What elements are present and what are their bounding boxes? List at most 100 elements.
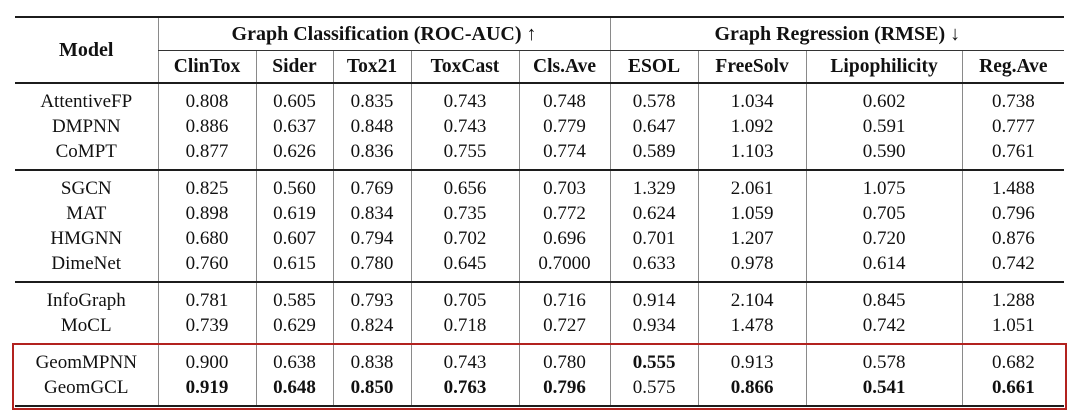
column-header-clintox: ClinTox (157, 50, 256, 84)
row-group: AttentiveFP 0.808 0.605 0.835 0.743 0.748 0.57… (15, 83, 1065, 170)
value-cell: 0.637 (255, 114, 333, 139)
value-cell: 0.682 (961, 344, 1065, 375)
table-wrapper: Model Graph Classification (ROC-AUC) ↑ G… (12, 16, 1068, 410)
value-cell: 0.656 (410, 170, 519, 201)
value-cell: 0.743 (410, 344, 519, 375)
group-header-row: Model Graph Classification (ROC-AUC) ↑ G… (15, 17, 1065, 84)
value-cell: 0.591 (805, 114, 963, 139)
value-cell: 0.779 (518, 114, 611, 139)
value-cell: 0.850 (332, 375, 411, 406)
value-cell: 0.718 (410, 313, 519, 344)
value-cell: 0.624 (609, 201, 699, 226)
value-cell: 0.605 (255, 83, 333, 114)
value-cell: 0.796 (518, 375, 611, 406)
value-cell: 1.034 (697, 83, 807, 114)
value-cell: 0.780 (332, 251, 411, 282)
value-cell: 0.638 (255, 344, 333, 375)
value-cell: 0.742 (805, 313, 963, 344)
value-cell: 0.761 (961, 139, 1065, 170)
model-name-cell: AttentiveFP (40, 91, 133, 112)
value-cell: 0.760 (157, 251, 256, 282)
row-group: InfoGraph 0.781 0.585 0.793 0.705 0.716 0.914 2… (15, 282, 1065, 344)
value-cell: 0.735 (410, 201, 519, 226)
value-cell: 0.774 (518, 139, 611, 170)
column-header-esol: ESOL (609, 50, 699, 84)
highlighted-row-group: GeomMPNN 0.900 0.638 0.838 0.743 0.780 0.555 0.… (15, 344, 1065, 406)
value-cell: 0.680 (157, 226, 256, 251)
value-cell: 0.834 (332, 201, 411, 226)
value-cell: 0.575 (609, 375, 699, 406)
value-cell: 0.619 (255, 201, 333, 226)
value-cell: 0.727 (518, 313, 611, 344)
value-cell: 0.590 (805, 139, 963, 170)
value-cell: 0.626 (255, 139, 333, 170)
value-cell: 0.913 (697, 344, 807, 375)
value-cell: 0.541 (805, 375, 963, 406)
value-cell: 0.647 (609, 114, 699, 139)
value-cell: 0.825 (157, 170, 256, 201)
value-cell: 0.701 (609, 226, 699, 251)
value-cell: 0.720 (805, 226, 963, 251)
value-cell: 0.705 (410, 282, 519, 313)
classification-group-header: Graph Classification (ROC-AUC) ↑ (157, 17, 611, 51)
value-cell: 2.061 (697, 170, 807, 201)
table-row: HMGNN 0.680 0.607 0.794 0.702 0.696 0.701 1.207… (15, 226, 1065, 251)
results-table: Model Graph Classification (ROC-AUC) ↑ G… (15, 16, 1065, 407)
value-cell: 1.207 (697, 226, 807, 251)
model-column-header: Model (15, 17, 158, 84)
value-cell: 0.696 (518, 226, 611, 251)
value-cell: 0.876 (961, 226, 1065, 251)
model-name-cell: InfoGraph (46, 290, 126, 311)
table-row: GeomMPNN 0.900 0.638 0.838 0.743 0.780 0.555 0.… (15, 344, 1065, 375)
value-cell: 0.578 (609, 83, 699, 114)
model-name-cell: MAT (66, 203, 107, 224)
value-cell: 0.716 (518, 282, 611, 313)
value-cell: 0.607 (255, 226, 333, 251)
value-cell: 0.914 (609, 282, 699, 313)
column-header-tox21: Tox21 (332, 50, 411, 84)
table-row: MAT 0.898 0.619 0.834 0.735 0.772 0.624 1.059 0.… (15, 201, 1065, 226)
table-header: Model Graph Classification (ROC-AUC) ↑ G… (15, 17, 1065, 84)
table-row: CoMPT 0.877 0.626 0.836 0.755 0.774 0.589 1.103… (15, 139, 1065, 170)
model-name-cell: MoCL (60, 315, 112, 336)
value-cell: 0.763 (410, 375, 519, 406)
value-cell: 0.648 (255, 375, 333, 406)
table-row: SGCN 0.825 0.560 0.769 0.656 0.703 1.329 2.061 1… (15, 170, 1065, 201)
value-cell: 0.629 (255, 313, 333, 344)
value-cell: 1.288 (961, 282, 1065, 313)
value-cell: 0.589 (609, 139, 699, 170)
value-cell: 0.777 (961, 114, 1065, 139)
table-row: MoCL 0.739 0.629 0.824 0.718 0.727 0.934 1.478 0… (15, 313, 1065, 344)
row-group: SGCN 0.825 0.560 0.769 0.656 0.703 1.329 2.061 1… (15, 170, 1065, 282)
value-cell: 0.886 (157, 114, 256, 139)
value-cell: 0.769 (332, 170, 411, 201)
model-name-cell: GeomGCL (44, 377, 129, 398)
value-cell: 0.738 (961, 83, 1065, 114)
column-header-cls-ave: Cls.Ave (518, 50, 611, 84)
column-header-lipophilicity: Lipophilicity (805, 50, 963, 84)
value-cell: 0.739 (157, 313, 256, 344)
value-cell: 0.560 (255, 170, 333, 201)
value-cell: 0.793 (332, 282, 411, 313)
value-cell: 0.748 (518, 83, 611, 114)
column-header-toxcast: ToxCast (410, 50, 519, 84)
value-cell: 0.755 (410, 139, 519, 170)
table-row: GeomGCL 0.919 0.648 0.850 0.763 0.796 0.575 0.8… (15, 375, 1065, 406)
model-name-cell: DimeNet (51, 253, 122, 274)
value-cell: 0.578 (805, 344, 963, 375)
value-cell: 1.059 (697, 201, 807, 226)
value-cell: 1.329 (609, 170, 699, 201)
value-cell: 0.661 (961, 375, 1065, 406)
value-cell: 0.614 (805, 251, 963, 282)
value-cell: 0.866 (697, 375, 807, 406)
table-row: AttentiveFP 0.808 0.605 0.835 0.743 0.748 0.57… (15, 83, 1065, 114)
value-cell: 0.978 (697, 251, 807, 282)
value-cell: 0.602 (805, 83, 963, 114)
value-cell: 0.702 (410, 226, 519, 251)
value-cell: 0.934 (609, 313, 699, 344)
value-cell: 0.824 (332, 313, 411, 344)
value-cell: 0.705 (805, 201, 963, 226)
value-cell: 0.633 (609, 251, 699, 282)
value-cell: 0.743 (410, 114, 519, 139)
model-name-cell: DMPNN (51, 116, 121, 137)
